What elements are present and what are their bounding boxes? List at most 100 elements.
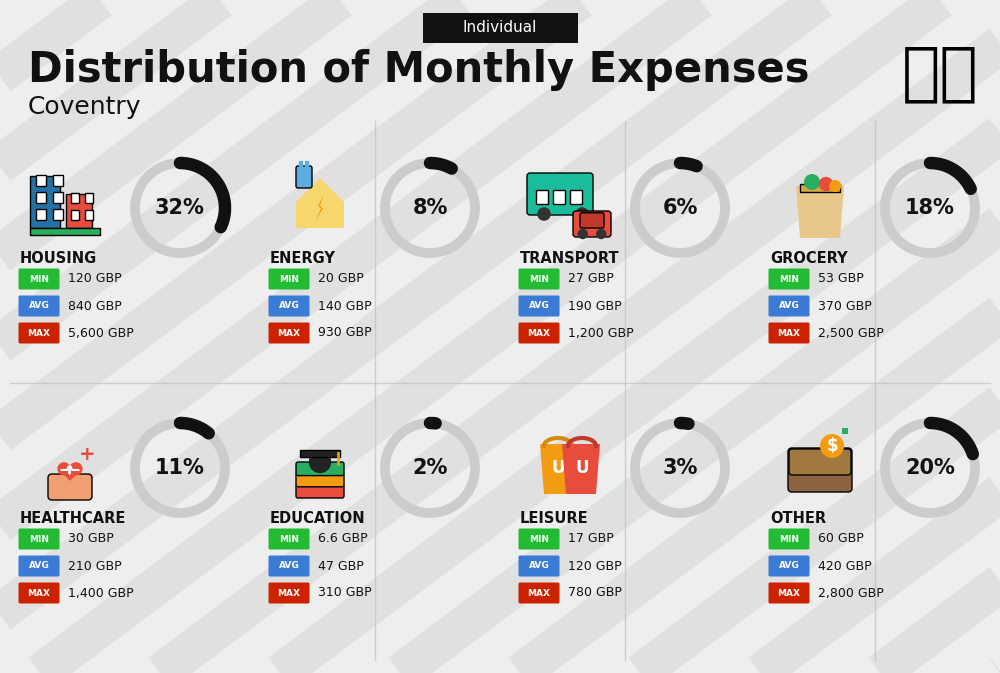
FancyBboxPatch shape — [53, 209, 63, 220]
FancyBboxPatch shape — [518, 295, 560, 316]
Circle shape — [69, 462, 83, 475]
FancyBboxPatch shape — [789, 449, 851, 475]
FancyBboxPatch shape — [518, 269, 560, 289]
Text: MIN: MIN — [279, 534, 299, 544]
Text: MIN: MIN — [29, 275, 49, 283]
FancyBboxPatch shape — [18, 295, 60, 316]
Text: 2%: 2% — [412, 458, 448, 478]
Text: 2,500 GBP: 2,500 GBP — [818, 326, 884, 339]
Text: MIN: MIN — [529, 534, 549, 544]
FancyBboxPatch shape — [268, 528, 310, 549]
Circle shape — [829, 180, 841, 192]
Text: MIN: MIN — [779, 534, 799, 544]
Text: AVG: AVG — [279, 302, 299, 310]
Text: 🇬🇧: 🇬🇧 — [902, 42, 978, 104]
FancyBboxPatch shape — [53, 175, 63, 186]
FancyBboxPatch shape — [536, 190, 548, 204]
Text: 190 GBP: 190 GBP — [568, 299, 622, 312]
FancyBboxPatch shape — [268, 295, 310, 316]
Text: 1,400 GBP: 1,400 GBP — [68, 586, 134, 600]
Text: HOUSING: HOUSING — [20, 251, 97, 266]
Text: MAX: MAX — [778, 588, 800, 598]
Text: +: + — [79, 444, 95, 464]
Text: U: U — [551, 459, 565, 477]
Text: MAX: MAX — [28, 328, 50, 337]
Polygon shape — [796, 186, 844, 238]
Polygon shape — [540, 444, 576, 494]
Text: 20%: 20% — [905, 458, 955, 478]
Text: AVG: AVG — [279, 561, 299, 571]
Text: 2,800 GBP: 2,800 GBP — [818, 586, 884, 600]
FancyBboxPatch shape — [268, 555, 310, 577]
Text: AVG: AVG — [779, 561, 799, 571]
Text: MIN: MIN — [529, 275, 549, 283]
Text: U: U — [575, 459, 589, 477]
Text: 420 GBP: 420 GBP — [818, 559, 872, 573]
FancyBboxPatch shape — [18, 583, 60, 604]
Text: MIN: MIN — [29, 534, 49, 544]
Circle shape — [575, 207, 589, 221]
Text: 780 GBP: 780 GBP — [568, 586, 622, 600]
FancyBboxPatch shape — [788, 448, 852, 492]
Text: ENERGY: ENERGY — [270, 251, 336, 266]
Text: 120 GBP: 120 GBP — [568, 559, 622, 573]
Text: Individual: Individual — [463, 20, 537, 36]
Text: 18%: 18% — [905, 198, 955, 218]
FancyBboxPatch shape — [768, 322, 810, 343]
Text: 1,200 GBP: 1,200 GBP — [568, 326, 634, 339]
Text: AVG: AVG — [529, 561, 549, 571]
Text: MAX: MAX — [778, 328, 800, 337]
Text: $: $ — [826, 437, 838, 455]
Text: 3%: 3% — [662, 458, 698, 478]
FancyBboxPatch shape — [30, 176, 60, 228]
Text: 30 GBP: 30 GBP — [68, 532, 114, 546]
FancyBboxPatch shape — [296, 485, 344, 498]
Circle shape — [537, 207, 551, 221]
Text: 6.6 GBP: 6.6 GBP — [318, 532, 368, 546]
Text: 5,600 GBP: 5,600 GBP — [68, 326, 134, 339]
FancyBboxPatch shape — [85, 210, 93, 220]
FancyBboxPatch shape — [30, 228, 100, 235]
FancyBboxPatch shape — [768, 555, 810, 577]
FancyBboxPatch shape — [48, 474, 92, 500]
Text: AVG: AVG — [779, 302, 799, 310]
FancyBboxPatch shape — [36, 209, 46, 220]
Text: 6%: 6% — [662, 198, 698, 218]
Text: GROCERY: GROCERY — [770, 251, 848, 266]
Text: HEALTHCARE: HEALTHCARE — [20, 511, 126, 526]
Text: 140 GBP: 140 GBP — [318, 299, 372, 312]
FancyBboxPatch shape — [570, 190, 582, 204]
FancyBboxPatch shape — [71, 193, 79, 203]
Circle shape — [309, 451, 331, 473]
Text: AVG: AVG — [529, 302, 549, 310]
FancyBboxPatch shape — [518, 583, 560, 604]
Text: 47 GBP: 47 GBP — [318, 559, 364, 573]
Text: 20 GBP: 20 GBP — [318, 273, 364, 285]
FancyBboxPatch shape — [422, 13, 578, 43]
Polygon shape — [58, 469, 82, 481]
FancyBboxPatch shape — [580, 213, 604, 228]
FancyBboxPatch shape — [296, 462, 344, 476]
FancyBboxPatch shape — [18, 555, 60, 577]
FancyBboxPatch shape — [768, 269, 810, 289]
Text: 11%: 11% — [155, 458, 205, 478]
Text: 32%: 32% — [155, 198, 205, 218]
Text: 8%: 8% — [412, 198, 448, 218]
Text: Distribution of Monthly Expenses: Distribution of Monthly Expenses — [28, 49, 810, 91]
FancyBboxPatch shape — [36, 175, 46, 186]
Text: MAX: MAX — [278, 328, 300, 337]
FancyBboxPatch shape — [768, 528, 810, 549]
Circle shape — [57, 462, 71, 475]
Text: MIN: MIN — [279, 275, 299, 283]
Text: MIN: MIN — [779, 275, 799, 283]
Polygon shape — [562, 444, 600, 494]
FancyBboxPatch shape — [518, 528, 560, 549]
FancyBboxPatch shape — [518, 555, 560, 577]
Polygon shape — [296, 178, 344, 228]
Text: 53 GBP: 53 GBP — [818, 273, 864, 285]
Circle shape — [804, 174, 820, 190]
Text: 120 GBP: 120 GBP — [68, 273, 122, 285]
FancyBboxPatch shape — [800, 184, 840, 192]
Text: AVG: AVG — [29, 302, 49, 310]
FancyBboxPatch shape — [296, 166, 312, 188]
